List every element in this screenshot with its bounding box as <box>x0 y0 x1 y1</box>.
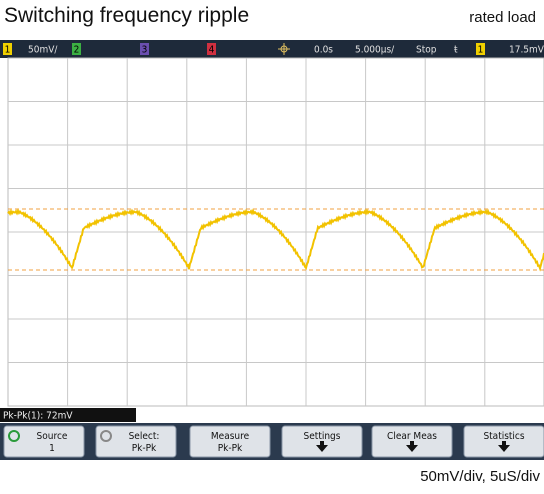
softkey[interactable]: Statistics <box>463 425 544 458</box>
down-arrow <box>498 441 510 452</box>
softkey-label: Measure <box>211 431 250 442</box>
softkey-bar <box>0 423 544 460</box>
trigger-source: 1 <box>478 45 484 56</box>
ch1-label: 1 <box>5 45 11 56</box>
softkey[interactable]: Select:Pk-Pk <box>95 425 177 458</box>
softkey-face <box>189 425 271 458</box>
sun-icon <box>278 43 290 55</box>
ch1-box <box>3 43 12 55</box>
softkey-value: 1 <box>49 443 55 454</box>
softkey-value: Pk-Pk <box>218 443 243 454</box>
down-arrow <box>406 441 418 452</box>
scope-screen: 1 50mV/ 2 3 4 0.0s 5.000µs/ Stop ŧ 1 17.… <box>0 40 544 460</box>
measurement-box <box>0 408 136 422</box>
softkey-face <box>95 425 177 458</box>
ch2-label: 2 <box>74 45 80 56</box>
grid <box>8 58 544 406</box>
trigger-icon: ŧ <box>454 45 458 56</box>
softkey-label: Settings <box>304 431 341 442</box>
ch1-scale: 50mV/ <box>28 45 58 56</box>
softkey-value: Pk-Pk <box>132 443 157 454</box>
softkey-label: Statistics <box>483 431 524 442</box>
softkey[interactable]: Settings <box>281 425 363 458</box>
softkey[interactable]: Clear Meas <box>371 425 453 458</box>
ch4-label: 4 <box>209 45 215 56</box>
status-bar <box>0 40 544 58</box>
run-state: Stop <box>416 45 437 56</box>
softkey-label: Source <box>37 431 68 442</box>
down-arrow <box>316 441 328 452</box>
softkey-face <box>3 425 85 458</box>
timebase: 5.000µs/ <box>355 45 395 56</box>
trigger-level: 17.5mV <box>509 45 544 56</box>
measurement: Pk-Pk(1): 72mV <box>3 411 73 422</box>
knob-icon <box>100 430 112 442</box>
softkey-label: Clear Meas <box>387 431 437 442</box>
trigger-source-box <box>476 43 485 55</box>
ch3-label: 3 <box>142 45 148 56</box>
waveform <box>7 208 544 272</box>
subtitle: rated load <box>469 9 536 26</box>
ch4-box <box>207 43 216 55</box>
softkey-label: Select: <box>129 431 160 442</box>
delay: 0.0s <box>314 45 333 56</box>
caption: 50mV/div, 5uS/div <box>420 468 540 485</box>
ch3-box <box>140 43 149 55</box>
knob-icon <box>8 430 20 442</box>
title: Switching frequency ripple <box>4 4 250 27</box>
ch2-box <box>72 43 81 55</box>
